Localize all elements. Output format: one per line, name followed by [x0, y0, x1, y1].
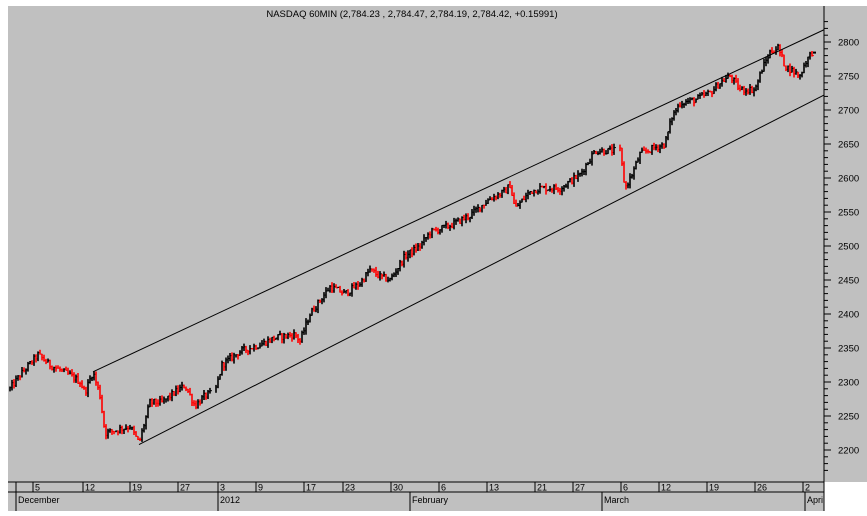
y-tick-label: 2600	[838, 174, 859, 185]
x-day-label: 21	[537, 483, 547, 493]
x-day-label: 13	[489, 483, 499, 493]
y-tick-label: 2700	[838, 106, 859, 117]
y-tick-label: 2300	[838, 378, 859, 389]
x-day-label: 19	[132, 483, 142, 493]
x-day-label: 19	[709, 483, 719, 493]
y-tick-label: 2800	[838, 38, 859, 49]
x-month-label: December	[18, 495, 60, 505]
y-tick-label: 2500	[838, 242, 859, 253]
x-month-label: February	[412, 495, 449, 505]
x-day-label: 26	[757, 483, 767, 493]
x-day-label: 27	[180, 483, 190, 493]
x-day-label: 5	[35, 483, 40, 493]
last-bar	[813, 51, 816, 54]
channel-lower-line	[138, 94, 825, 446]
channel-upper-line	[92, 29, 825, 373]
x-day-label: 17	[306, 483, 316, 493]
x-month-label: April	[807, 495, 825, 505]
x-month-label: 2012	[220, 495, 240, 505]
x-day-label: 9	[258, 483, 263, 493]
y-tick-label: 2750	[838, 72, 859, 83]
x-day-label: 12	[661, 483, 671, 493]
x-day-label: 23	[345, 483, 355, 493]
y-tick-label: 2350	[838, 344, 859, 355]
x-day-label: 6	[623, 483, 628, 493]
trend-channel	[92, 29, 825, 446]
x-day-label: 30	[393, 483, 403, 493]
x-day-label: 3	[220, 483, 225, 493]
y-tick-label: 2550	[838, 208, 859, 219]
y-tick-label: 2650	[838, 140, 859, 151]
x-month-label: March	[604, 495, 629, 505]
chart-title: NASDAQ 60MIN (2,784.23 , 2,784.47, 2,784…	[266, 9, 557, 20]
x-axis: 5 12 19 27 3 9 17 23 30 6 13 21 27 6 12 19 26 2 December 20…	[8, 481, 825, 511]
y-tick-label: 2400	[838, 310, 859, 321]
price-bars	[9, 43, 816, 442]
x-day-label: 27	[575, 483, 585, 493]
x-day-label: 6	[441, 483, 446, 493]
y-tick-label: 2200	[838, 446, 859, 457]
y-tick-label: 2250	[838, 412, 859, 423]
plot-area	[8, 6, 867, 482]
x-day-label: 2	[805, 483, 810, 493]
y-tick-label: 2450	[838, 276, 859, 287]
x-day-label: 12	[85, 483, 95, 493]
y-axis: 2200 2250 2300 2350 2400 2450 2500 2550 2600 2650…	[823, 6, 859, 482]
x-axis-band	[8, 482, 824, 511]
